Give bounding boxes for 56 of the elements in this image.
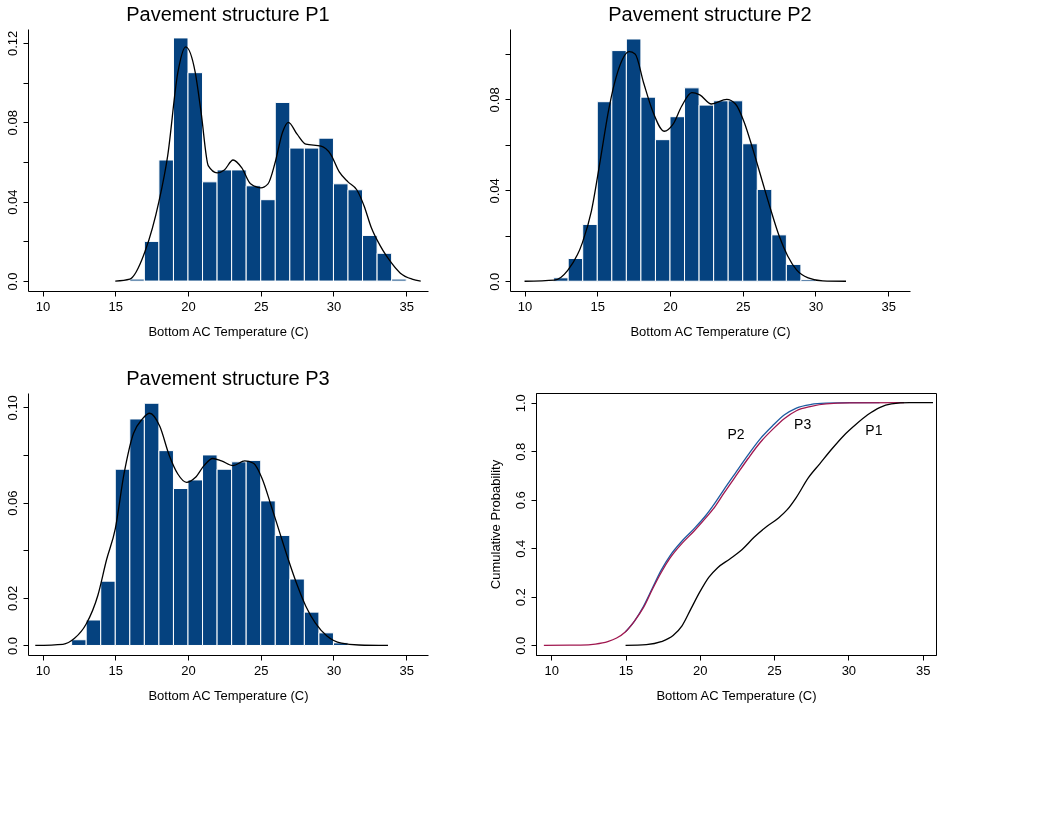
y-tick-label: 0.04 <box>486 178 502 204</box>
x-tick-label: 15 <box>590 298 606 314</box>
x-axis-title: Bottom AC Temperature (C) <box>148 323 309 339</box>
y-tick-label: 0.0 <box>486 272 502 291</box>
series-label: P2 <box>727 426 745 443</box>
y-tick-label: 0.12 <box>4 30 20 57</box>
x-tick-label: 35 <box>399 662 414 678</box>
x-tick-label: 30 <box>808 298 824 314</box>
x-tick-label: 10 <box>544 662 560 678</box>
x-tick-label: 25 <box>735 298 751 314</box>
line-series <box>523 51 847 282</box>
line-series <box>114 46 422 282</box>
chart-title: Pavement structure P3 <box>126 367 330 389</box>
y-tick-label: 0.4 <box>512 539 528 558</box>
chart-title: Pavement structure P1 <box>126 3 330 25</box>
x-axis-title: Bottom AC Temperature (C) <box>148 687 309 703</box>
y-tick-label: 0.10 <box>4 395 20 421</box>
y-tick-label: 0.08 <box>4 110 20 136</box>
x-tick-label: 35 <box>399 298 414 314</box>
y-tick-label: 0.08 <box>486 87 502 113</box>
x-tick-label: 20 <box>181 298 196 314</box>
x-tick-label: 20 <box>181 662 196 678</box>
y-tick-label: 1.0 <box>512 394 528 413</box>
y-tick-label: 0.04 <box>4 189 20 215</box>
x-tick-label: 20 <box>693 662 708 678</box>
y-tick-label: 0.2 <box>512 588 528 607</box>
x-tick-label: 10 <box>35 662 51 678</box>
x-tick-label: 25 <box>767 662 782 678</box>
x-tick-label: 15 <box>108 298 124 314</box>
x-tick-label: 20 <box>663 298 678 314</box>
x-axis-title: Bottom AC Temperature (C) <box>656 687 817 703</box>
x-tick-label: 15 <box>108 662 124 678</box>
y-tick-label: 0.6 <box>512 491 528 510</box>
series-label: P3 <box>794 416 812 433</box>
y-tick-label: 0.8 <box>512 442 528 461</box>
x-tick-label: 10 <box>517 298 533 314</box>
x-tick-label: 35 <box>881 298 896 314</box>
y-tick-label: 0.0 <box>4 272 20 291</box>
series-label: P1 <box>865 422 883 439</box>
line-series <box>34 412 389 647</box>
x-tick-label: 30 <box>841 662 857 678</box>
y-tick-label: 0.0 <box>512 636 528 655</box>
x-tick-label: 30 <box>326 298 342 314</box>
x-tick-label: 25 <box>253 298 269 314</box>
x-tick-label: 35 <box>915 662 931 678</box>
x-tick-label: 10 <box>35 298 51 314</box>
y-tick-label: 0.02 <box>4 585 20 611</box>
chart-title: Pavement structure P2 <box>608 3 812 25</box>
x-tick-label: 25 <box>253 662 269 678</box>
y-axis-title: Cumulative Probability <box>487 459 503 590</box>
y-tick-label: 0.06 <box>4 490 20 516</box>
x-tick-label: 15 <box>618 662 634 678</box>
x-axis-title: Bottom AC Temperature (C) <box>630 323 791 339</box>
y-tick-label: 0.0 <box>4 636 20 656</box>
line-series <box>624 402 934 646</box>
x-tick-label: 30 <box>326 662 342 678</box>
